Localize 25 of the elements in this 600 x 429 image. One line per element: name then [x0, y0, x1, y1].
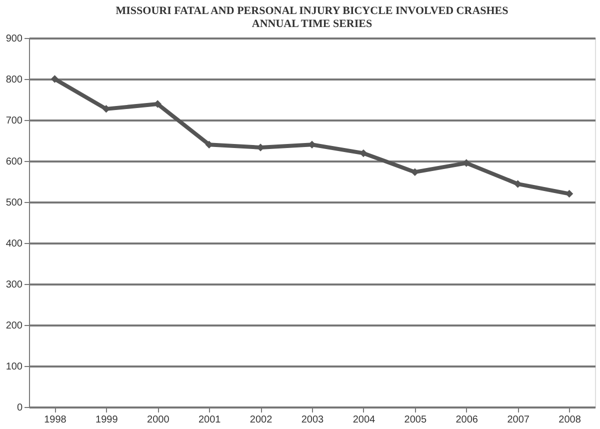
- x-tick-label: 2004: [352, 414, 376, 426]
- y-tick-label: 500: [6, 198, 23, 208]
- x-tick-label: 2006: [456, 414, 478, 426]
- x-tick-label: 2002: [250, 414, 273, 426]
- text: ANNUAL TIME SERIES: [252, 18, 372, 30]
- point: [50, 75, 59, 83]
- y-tick-label: 600: [6, 156, 23, 168]
- x-tick-label: 2000: [147, 414, 170, 426]
- y-tick-label: 200: [6, 320, 23, 332]
- y-tick-label: 900: [6, 34, 23, 44]
- x-tick-label: 2008: [558, 414, 582, 426]
- text: MISSOURI FATAL AND PERSONAL INJURY BICYCLE INVOLVED CRASHES: [116, 5, 508, 17]
- point: [360, 149, 368, 158]
- y-tick-label: 700: [6, 116, 23, 126]
- y-tick-label: 0: [16, 402, 23, 414]
- x-tick-label: 2003: [301, 414, 324, 426]
- y-tick-label: 300: [6, 280, 23, 290]
- y-tick-label: 800: [6, 74, 23, 86]
- x-tick-label: 2007: [507, 414, 530, 426]
- y-tick-label: 400: [6, 238, 23, 250]
- x-tick-label: 1999: [96, 414, 118, 426]
- x-tick-label: 2001: [198, 414, 222, 426]
- y-tick-label: 100: [6, 362, 23, 372]
- x-tick-label: 2005: [404, 414, 427, 426]
- x-tick-label: 1998: [44, 414, 67, 426]
